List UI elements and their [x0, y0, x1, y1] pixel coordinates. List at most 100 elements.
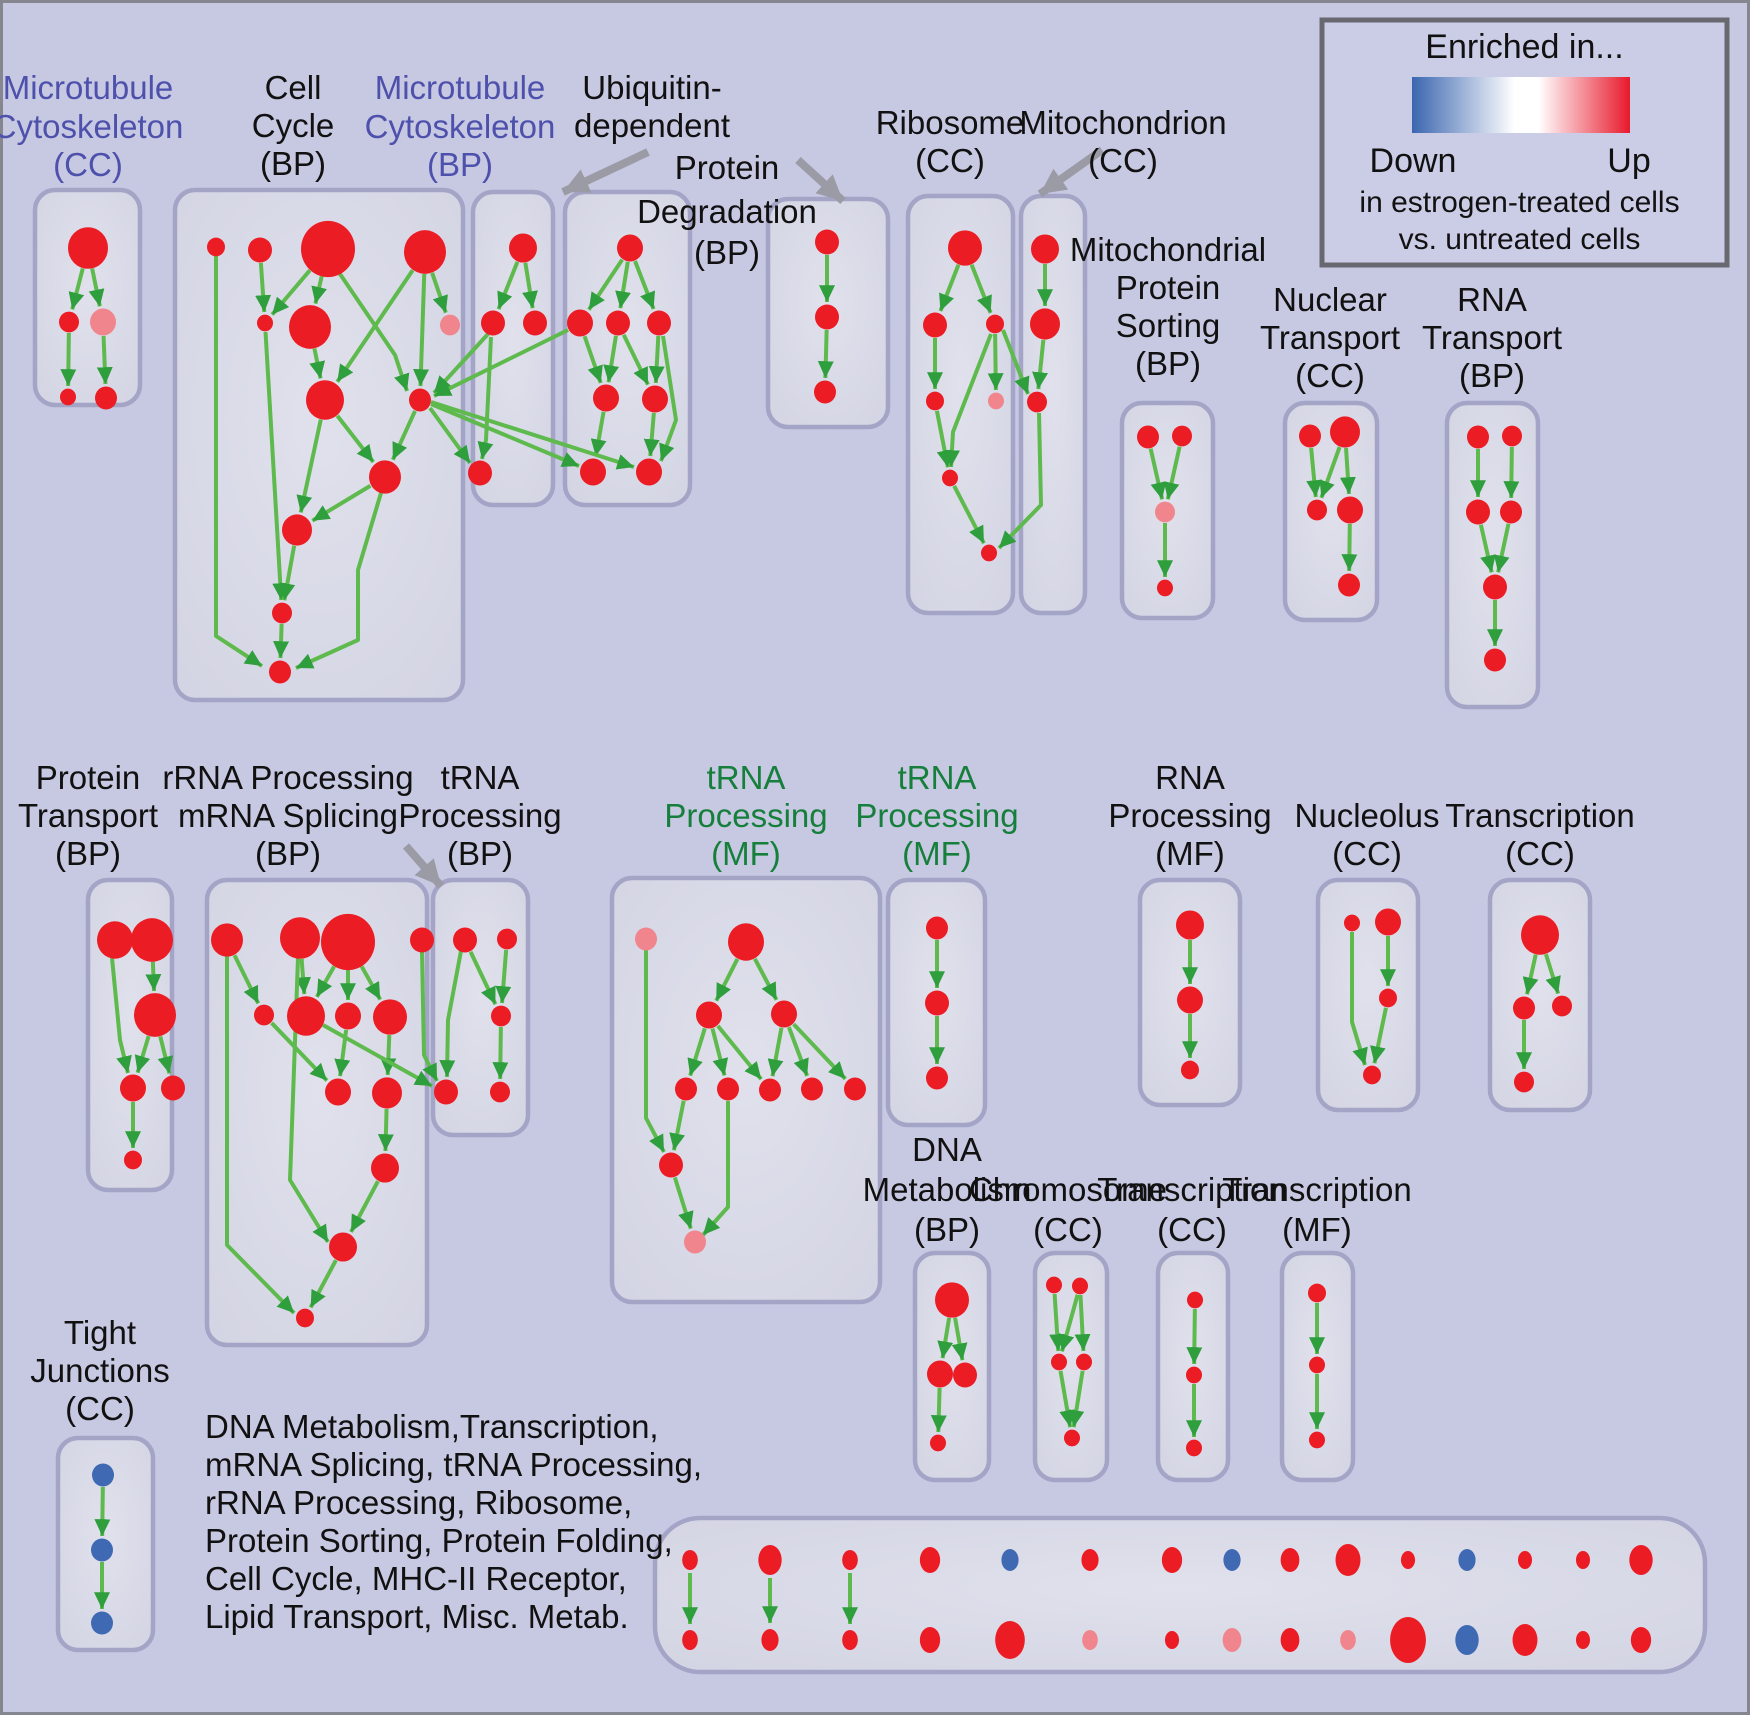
edge: [716, 1024, 763, 1081]
go-term-node: [134, 993, 176, 1037]
go-term-node: [272, 602, 292, 624]
cluster-label-transcription-mf: Transcription: [1222, 1171, 1412, 1208]
go-term-node: [468, 460, 492, 486]
edge: [1522, 954, 1539, 995]
go-term-node: [1400, 1551, 1416, 1569]
go-term-node: [926, 916, 948, 940]
go-term-node: [1309, 1356, 1325, 1374]
go-term-node: [1513, 996, 1535, 1020]
cluster-label-microtubule-cytoskeleton-bp: (BP): [427, 146, 493, 183]
go-term-node: [642, 385, 668, 413]
cluster-label-cell-cycle-bp: Cycle: [252, 107, 335, 144]
legend-box: [1319, 17, 1730, 268]
misc-categories-text: DNA Metabolism,Transcription,: [205, 1408, 659, 1445]
go-term-node: [369, 460, 401, 494]
go-term-node: [257, 314, 273, 332]
edge: [987, 333, 1004, 391]
edge: [1148, 448, 1167, 500]
edge: [495, 949, 512, 1004]
label-pointer-arrow: [561, 148, 650, 196]
go-term-node: [675, 1077, 697, 1101]
edge: [279, 545, 297, 601]
edge: [428, 406, 472, 465]
edge: [643, 412, 660, 457]
go-term-node: [90, 308, 116, 336]
go-term-node: [842, 1630, 858, 1650]
cluster-label-trna-processing-bp: Processing: [398, 797, 561, 834]
go-term-node: [373, 999, 407, 1035]
go-term-node: [1051, 1353, 1067, 1371]
go-term-node: [289, 305, 331, 349]
go-term-node: [211, 923, 243, 957]
edge: [430, 402, 580, 468]
go-term-node: [1137, 425, 1159, 449]
cluster-label-rna-transport-bp: (BP): [1459, 357, 1525, 394]
edge: [1478, 524, 1496, 573]
edge: [157, 1035, 174, 1074]
cluster-label-mitochondrial-protein-sorting-bp: Mitochondrial: [1070, 231, 1266, 268]
go-term-node: [335, 1002, 361, 1030]
cluster-label-transcription-cc-mid: (CC): [1505, 835, 1575, 872]
edge: [270, 1021, 329, 1082]
go-term-node: [248, 237, 272, 263]
go-term-node: [410, 927, 434, 953]
go-term-node: [60, 388, 76, 406]
go-term-node: [287, 996, 325, 1036]
cluster-label-nucleolus-cc: (CC): [1332, 835, 1402, 872]
edge: [792, 1022, 847, 1081]
edge: [225, 956, 296, 1315]
go-term-node: [68, 227, 108, 269]
go-term-node: [1512, 1624, 1538, 1656]
labels: MicrotubuleCytoskeleton(CC)CellCycle(BP)…: [0, 69, 1635, 1635]
edge: [296, 419, 323, 513]
go-term-node: [372, 1077, 402, 1109]
go-term-node: [696, 1001, 722, 1029]
go-term-node: [269, 660, 291, 684]
cluster-label-tight-junctions-cc: Junctions: [30, 1352, 169, 1389]
go-term-node: [1027, 391, 1047, 413]
go-term-node: [490, 1081, 510, 1103]
go-term-node: [728, 923, 764, 961]
edge: [644, 950, 666, 1153]
edge: [930, 1387, 947, 1433]
cluster-label-transcription-mf: (MF): [1282, 1211, 1352, 1248]
cluster-label-nucleolus-cc: Nucleolus: [1295, 797, 1440, 834]
go-term-node: [1340, 1630, 1356, 1650]
edge: [110, 957, 132, 1074]
cluster-label-trna-processing-mf-1: (MF): [711, 835, 781, 872]
go-term-node: [1330, 416, 1360, 448]
go-term-node: [282, 514, 312, 546]
edge: [590, 411, 607, 457]
go-term-node: [815, 304, 839, 330]
edge: [787, 1026, 809, 1077]
go-term-node: [59, 311, 79, 333]
edge: [349, 1180, 380, 1233]
edge: [1319, 446, 1342, 499]
edge: [311, 275, 327, 305]
go-term-node: [935, 1282, 969, 1318]
go-term-node: [1164, 1631, 1180, 1649]
go-term-node: [801, 1077, 823, 1101]
cluster-label-tight-junctions-cc: (CC): [65, 1390, 135, 1427]
go-term-node: [1222, 1628, 1242, 1652]
edge: [603, 335, 620, 383]
go-term-node: [1630, 1627, 1652, 1653]
go-term-node: [717, 1077, 739, 1101]
go-term-node: [761, 1629, 779, 1651]
edge: [1049, 1293, 1066, 1352]
cluster-label-ubiquitin-dependent-protein-degradation-bp: Degradation: [637, 193, 817, 230]
go-term-node: [1517, 1551, 1533, 1569]
go-term-node: [1344, 914, 1360, 932]
edge: [648, 335, 665, 384]
cluster-box-rrna-processing-mrna-splicing-bp: [204, 877, 430, 1348]
edge: [943, 333, 993, 468]
go-term-node: [409, 388, 431, 412]
edge: [938, 264, 961, 312]
label-pointer-arrow: [795, 157, 846, 204]
legend-subtitle-1: in estrogen-treated cells: [1359, 186, 1679, 219]
misc-categories-text: Protein Sorting, Protein Folding,: [205, 1522, 673, 1559]
cluster-label-nuclear-transport-cc: Transport: [1260, 319, 1400, 356]
edge: [338, 272, 410, 392]
cluster-label-microtubule-cytoskeleton-cc: (CC): [53, 146, 123, 183]
